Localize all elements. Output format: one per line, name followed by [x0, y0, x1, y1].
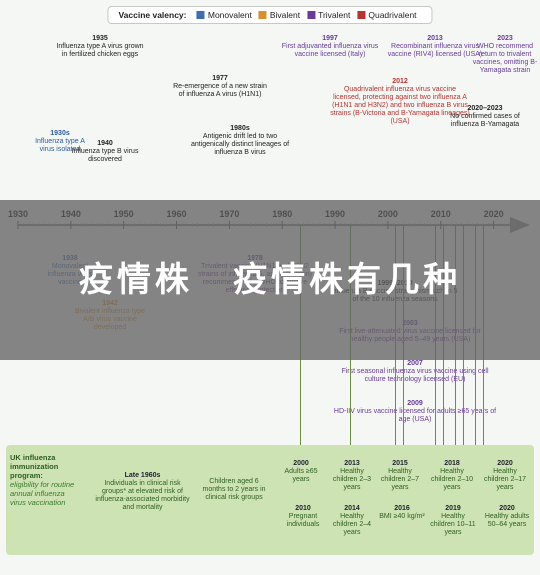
uk-event: 2010Pregnant individuals: [278, 505, 328, 529]
overlay-line2: 疫情株有几种: [233, 261, 461, 299]
uk-event: 2013Healthy children 2–3 years: [330, 460, 374, 492]
uk-event: 2015Healthy children 2–7 years: [378, 460, 422, 492]
timeline-event: 1940Influenza type B virus discovered: [70, 140, 140, 164]
timeline-event: 1935Influenza type A virus grown in fert…: [55, 35, 145, 59]
uk-event: 2000Adults ≥65 years: [278, 460, 324, 484]
uk-event: 2020Healthy children 2–17 years: [482, 460, 528, 492]
uk-title-bold: UK influenza immunization program:: [10, 453, 80, 480]
uk-event: Late 1960sIndividuals in clinical risk g…: [95, 472, 190, 512]
uk-event: 2020Healthy adults 50–64 years: [482, 505, 532, 529]
timeline-event: 1977Re-emergence of a new strain of infl…: [170, 75, 270, 99]
stage: Vaccine valency: MonovalentBivalentTriva…: [0, 0, 540, 575]
timeline-event: 2023WHO recommend return to trivalent va…: [470, 35, 540, 75]
timeline-event: 1997First adjuvanted influenza virus vac…: [280, 35, 380, 59]
uk-title: UK influenza immunization program: eligi…: [10, 453, 80, 507]
timeline-event: 2020–2023No confirmed cases of influenza…: [440, 105, 530, 129]
watermark-overlay: 疫情株 疫情株有几种: [0, 200, 540, 360]
watermark-text: 疫情株 疫情株有几种: [79, 260, 461, 301]
overlay-line1: 疫情株: [79, 261, 193, 299]
uk-event: Children aged 6 months to 2 years in cli…: [198, 478, 270, 502]
uk-event: 2016BMI ≥40 kg/m²: [378, 505, 426, 521]
uk-event: 2018Healthy children 2–10 years: [428, 460, 476, 492]
uk-event: 2019Healthy children 10–11 years: [428, 505, 478, 537]
uk-event: 2014Healthy children 2–4 years: [330, 505, 374, 537]
uk-title-italic: eligibility for routine annual influenza…: [10, 480, 74, 507]
timeline-event: 1980sAntigenic drift led to two antigeni…: [190, 125, 290, 157]
